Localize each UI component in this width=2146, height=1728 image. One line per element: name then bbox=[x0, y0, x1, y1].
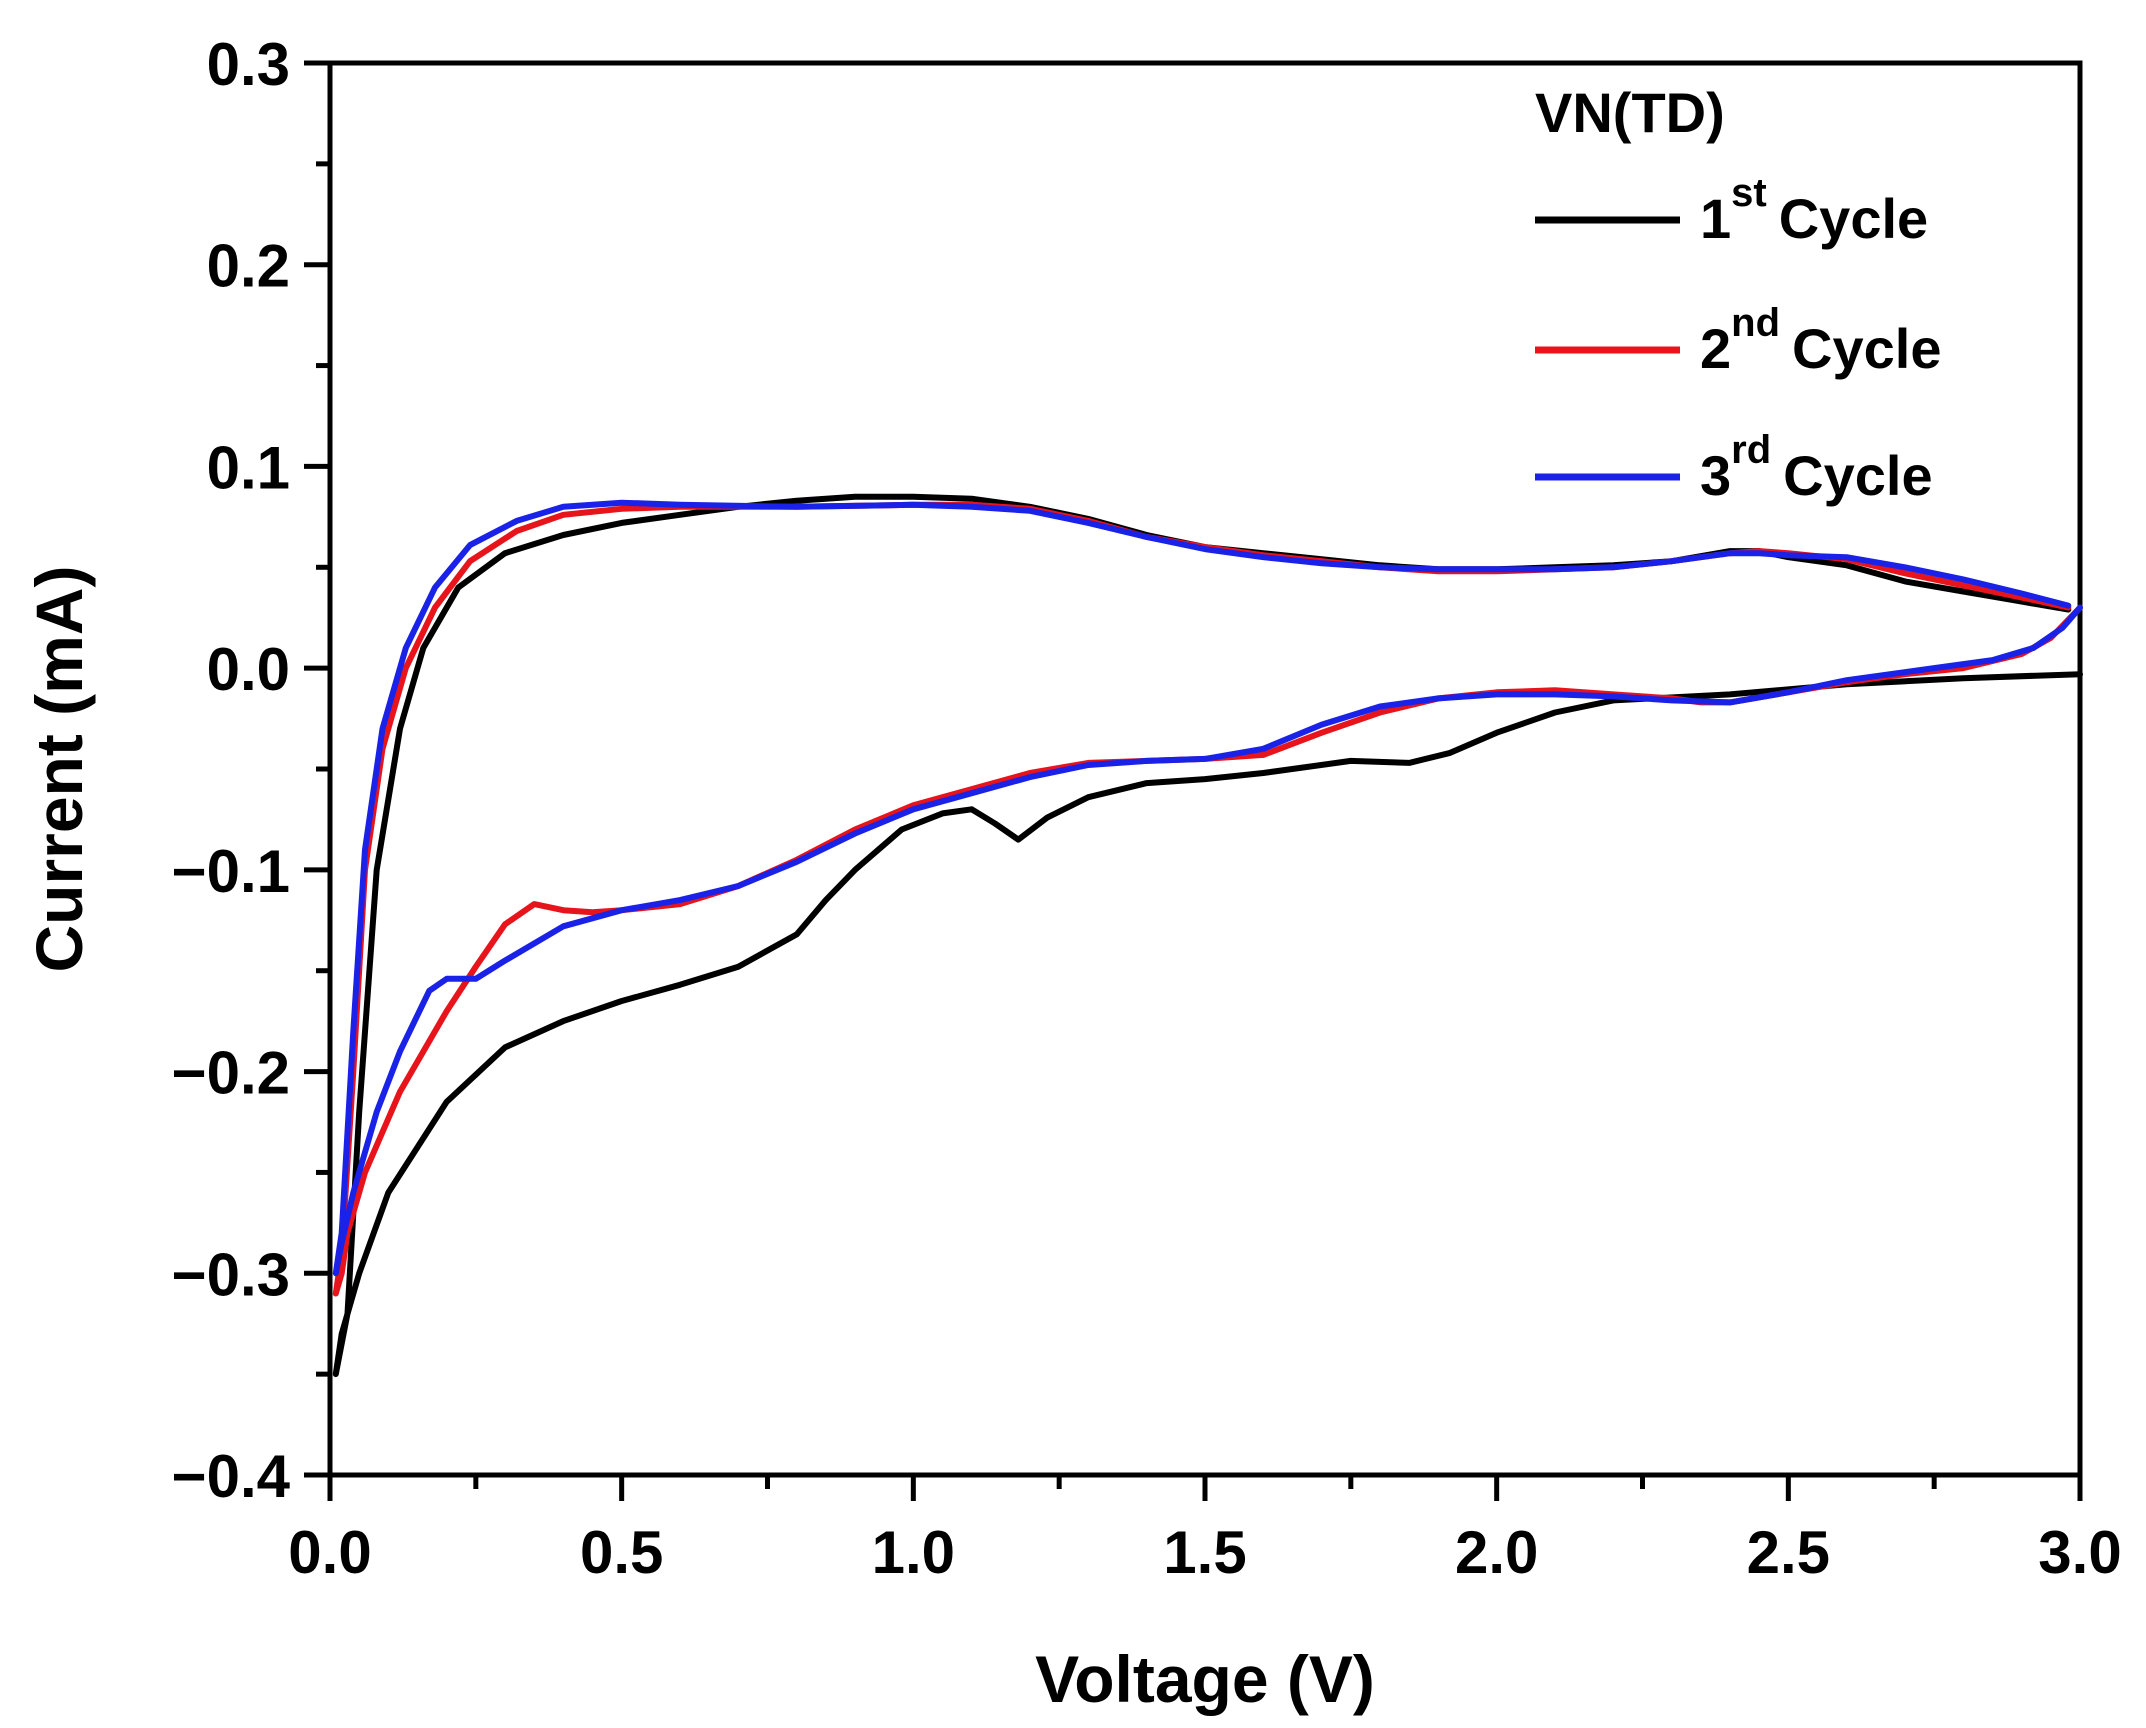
legend: VN(TD) 1st Cycle 2nd Cycle 3rd Cycle bbox=[1535, 81, 1941, 507]
y-tick-label: 0.0 bbox=[207, 636, 290, 703]
series-line-cycle-2 bbox=[332, 501, 2083, 1297]
legend-label-cycle-3: 3rd Cycle bbox=[1700, 428, 1933, 507]
x-tick-label: 2.5 bbox=[1747, 1519, 1830, 1586]
y-tick-label: 0.2 bbox=[207, 233, 290, 300]
x-axis-title: Voltage (V) bbox=[1035, 1642, 1375, 1716]
legend-title: VN(TD) bbox=[1535, 81, 1725, 144]
legend-label-cycle-2: 2nd Cycle bbox=[1700, 301, 1941, 380]
x-tick-label: 1.0 bbox=[872, 1519, 955, 1586]
y-tick-label: −0.3 bbox=[172, 1241, 290, 1308]
y-tick-label: −0.1 bbox=[172, 838, 290, 905]
x-tick-label: 3.0 bbox=[2038, 1519, 2121, 1586]
series-lines bbox=[332, 493, 2083, 1378]
x-tick-label: 1.5 bbox=[1163, 1519, 1246, 1586]
plot-frame bbox=[327, 60, 2083, 1478]
x-tick-label: 0.5 bbox=[580, 1519, 663, 1586]
y-tick-label: 0.3 bbox=[207, 31, 290, 98]
series-line-cycle-1 bbox=[332, 493, 2083, 1378]
x-tick-label: 2.0 bbox=[1455, 1519, 1538, 1586]
tick-labels: 0.0 0.5 1.0 1.5 2.0 2.5 3.0 0.3 0.2 0.1 0.0 −0.1 −0.… bbox=[172, 31, 2122, 1586]
y-axis-title: Current (mA) bbox=[22, 566, 96, 973]
y-tick-label: −0.4 bbox=[172, 1443, 291, 1510]
y-tick-label: −0.2 bbox=[172, 1040, 290, 1107]
axis-ticks bbox=[304, 60, 2083, 1501]
series-line-cycle-3 bbox=[332, 499, 2083, 1277]
legend-label-cycle-1: 1st Cycle bbox=[1700, 171, 1928, 250]
y-tick-label: 0.1 bbox=[207, 434, 290, 501]
x-tick-label: 0.0 bbox=[288, 1519, 371, 1586]
